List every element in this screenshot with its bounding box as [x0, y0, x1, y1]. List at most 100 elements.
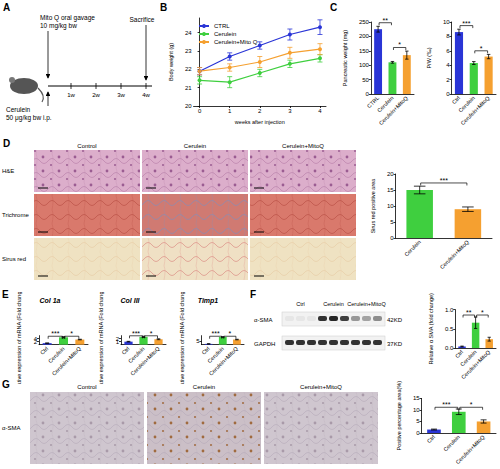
svg-text:*: * — [481, 309, 484, 316]
svg-text:Cerulein: Cerulein — [6, 106, 31, 113]
svg-text:Timp1: Timp1 — [198, 297, 219, 305]
svg-text:Cerulein+MitoQ: Cerulein+MitoQ — [460, 349, 491, 380]
svg-text:Cerulein+MitoQ: Cerulein+MitoQ — [439, 239, 470, 270]
svg-text:42KD: 42KD — [387, 317, 403, 323]
svg-text:H&E: H&E — [2, 168, 14, 174]
svg-text:***: *** — [132, 330, 140, 337]
svg-text:**: ** — [383, 17, 389, 24]
svg-text:*: * — [228, 330, 231, 337]
svg-text:*: * — [480, 45, 483, 52]
svg-text:37KD: 37KD — [387, 341, 403, 347]
svg-text:Relative expression of mRNA (F: Relative expression of mRNA (Fold change… — [179, 292, 185, 384]
svg-text:Ctrl: Ctrl — [120, 346, 130, 356]
svg-text:10: 10 — [413, 407, 420, 413]
svg-text:*: * — [470, 401, 473, 408]
svg-text:15: 15 — [387, 187, 394, 193]
svg-text:5: 5 — [416, 418, 420, 424]
svg-text:0.0: 0.0 — [445, 345, 454, 351]
svg-text:2w: 2w — [92, 92, 100, 98]
svg-text:Ctrl: Ctrl — [454, 349, 464, 359]
svg-text:Ctrl: Ctrl — [200, 346, 210, 356]
svg-text:Cerulein+MitoQ: Cerulein+MitoQ — [51, 346, 82, 377]
svg-text:Control: Control — [77, 384, 96, 390]
svg-text:E: E — [2, 289, 9, 300]
svg-text:**: ** — [466, 309, 472, 316]
svg-text:Cerulein: Cerulein — [323, 301, 343, 307]
svg-text:3w: 3w — [117, 92, 125, 98]
svg-text:15: 15 — [413, 395, 420, 401]
svg-text:0: 0 — [416, 430, 420, 436]
svg-text:0.5: 0.5 — [445, 326, 454, 332]
svg-text:Relative α SMA (fold change): Relative α SMA (fold change) — [428, 293, 434, 365]
svg-text:*: * — [70, 330, 73, 337]
svg-text:2: 2 — [258, 108, 262, 114]
svg-text:D: D — [3, 138, 10, 149]
svg-text:G: G — [2, 379, 10, 390]
svg-text:24: 24 — [185, 30, 192, 36]
svg-text:3: 3 — [288, 108, 292, 114]
svg-text:Relative expression of mRNA (F: Relative expression of mRNA (Fold change… — [16, 292, 22, 384]
svg-text:4: 4 — [446, 62, 450, 68]
svg-text:0: 0 — [446, 91, 450, 97]
svg-text:Cerulein: Cerulein — [184, 143, 206, 149]
svg-text:4: 4 — [318, 108, 322, 114]
svg-text:Body weight (g): Body weight (g) — [168, 43, 174, 81]
svg-text:Cerulein+Mito Q: Cerulein+Mito Q — [214, 39, 258, 45]
svg-text:8: 8 — [446, 33, 450, 39]
svg-text:6: 6 — [446, 48, 450, 54]
svg-text:***: *** — [440, 177, 448, 184]
svg-text:Cerulein+MitoQ: Cerulein+MitoQ — [454, 434, 485, 465]
svg-text:α-SMA: α-SMA — [254, 317, 272, 323]
svg-text:0: 0 — [198, 108, 202, 114]
svg-text:10: 10 — [443, 19, 450, 25]
svg-text:Cerulein+MitoQ: Cerulein+MitoQ — [347, 301, 386, 307]
svg-text:F: F — [250, 289, 256, 300]
svg-text:50 μg/kg bw i.p.: 50 μg/kg bw i.p. — [6, 114, 52, 122]
svg-text:Cerulein: Cerulein — [193, 384, 215, 390]
svg-text:21: 21 — [185, 85, 192, 91]
svg-text:Cerulein+MitoQ: Cerulein+MitoQ — [129, 346, 160, 377]
svg-text:***: *** — [212, 330, 220, 337]
svg-text:Cerulein+MitoQ: Cerulein+MitoQ — [208, 346, 239, 377]
svg-text:1w: 1w — [67, 92, 75, 98]
svg-text:α-SMA: α-SMA — [2, 425, 20, 431]
svg-text:1.0: 1.0 — [445, 307, 454, 313]
svg-text:23: 23 — [185, 48, 192, 54]
svg-text:B: B — [160, 2, 167, 13]
svg-text:***: *** — [51, 330, 59, 337]
svg-text:Mito Q oral gavage: Mito Q oral gavage — [40, 14, 95, 22]
svg-text:Control: Control — [77, 143, 96, 149]
svg-text:***: *** — [462, 20, 470, 27]
svg-text:150: 150 — [359, 48, 370, 54]
svg-text:Ctrl: Ctrl — [426, 434, 436, 444]
svg-text:Cerulein+MitoQ: Cerulein+MitoQ — [282, 143, 324, 149]
svg-text:Cerulein+MitoQ: Cerulein+MitoQ — [378, 95, 409, 126]
svg-text:Ctrl: Ctrl — [451, 95, 461, 105]
svg-text:***: *** — [442, 401, 450, 408]
svg-text:Ctrl: Ctrl — [296, 301, 305, 307]
svg-text:Cerulein: Cerulein — [403, 239, 422, 258]
svg-text:Col 1a: Col 1a — [39, 297, 60, 304]
svg-text:5: 5 — [390, 219, 394, 225]
svg-text:Pancreatic weight (mg): Pancreatic weight (mg) — [342, 30, 348, 86]
svg-text:P/W (‰): P/W (‰) — [426, 47, 432, 68]
svg-text:Positive percentage area(%): Positive percentage area(%) — [396, 381, 402, 451]
svg-text:10 mg/kg bw: 10 mg/kg bw — [40, 22, 77, 30]
svg-text:20: 20 — [185, 103, 192, 109]
svg-text:200: 200 — [359, 33, 370, 39]
svg-text:22: 22 — [185, 66, 192, 72]
svg-text:10: 10 — [387, 203, 394, 209]
svg-text:Cerulein: Cerulein — [442, 434, 461, 453]
svg-text:250: 250 — [359, 19, 370, 25]
svg-text:5: 5 — [196, 338, 200, 344]
svg-text:1: 1 — [228, 108, 232, 114]
svg-text:Cerulein: Cerulein — [214, 31, 236, 37]
svg-text:Relative expression of mRNA (F: Relative expression of mRNA (Fold change… — [98, 292, 104, 384]
svg-text:50: 50 — [362, 77, 369, 83]
svg-text:A: A — [3, 2, 10, 13]
svg-text:100: 100 — [359, 62, 370, 68]
svg-text:20: 20 — [387, 171, 394, 177]
svg-text:Sacrifice: Sacrifice — [130, 16, 155, 23]
svg-text:CTRL: CTRL — [214, 23, 230, 29]
svg-text:GAPDH: GAPDH — [254, 341, 275, 347]
